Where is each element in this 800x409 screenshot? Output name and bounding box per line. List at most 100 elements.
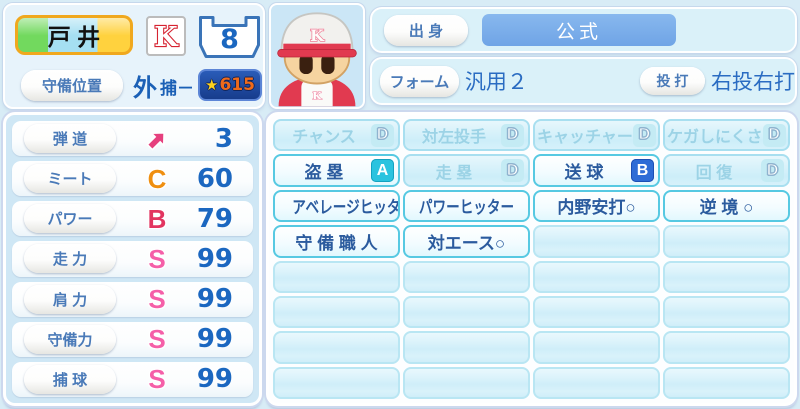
grade-d-badge: D bbox=[371, 123, 394, 147]
basic-stats-panel: 弾 道 3 ミート C 60 パワー B 79 走 力 S 99 肩 力 S bbox=[3, 112, 262, 406]
origin-value: 公式 bbox=[555, 21, 602, 43]
ability-cell-empty bbox=[403, 331, 530, 364]
grade-b-badge: B bbox=[631, 159, 654, 183]
ability-cell-throwing: 送 球 B bbox=[533, 154, 660, 187]
stat-label-pill: 走 力 bbox=[24, 244, 116, 274]
player-name-plate: 戸 井 bbox=[15, 15, 133, 55]
stat-row-contact: ミート C 60 bbox=[12, 161, 253, 197]
ability-cell-empty bbox=[533, 260, 660, 293]
ability-cell-empty bbox=[533, 331, 660, 364]
position-dash: － bbox=[177, 79, 194, 98]
ability-cell-empty bbox=[663, 295, 790, 329]
throw-bat-label-pill: 投 打 bbox=[639, 67, 705, 95]
avatar-cap-letter: K bbox=[310, 26, 325, 45]
stat-label-pill: パワー bbox=[24, 204, 116, 234]
ability-cell-empty bbox=[403, 260, 530, 293]
jersey-number-plate-icon: 8 bbox=[199, 16, 260, 58]
player-identity-card: 戸 井 K 8 守備位置 外 捕 － ★ 615 bbox=[3, 3, 265, 109]
ability-cell-catcher: キャッチャー D bbox=[533, 119, 660, 152]
stat-label-pill: 守備力 bbox=[24, 324, 116, 354]
stat-label-pill: 捕 球 bbox=[24, 364, 116, 394]
ability-cell-empty bbox=[273, 295, 400, 329]
ability-cell-stealing: 盗 塁 A bbox=[273, 154, 400, 187]
stat-value: 99 bbox=[196, 364, 233, 395]
ability-cell-vs-lefty: 対左投手 D bbox=[403, 119, 530, 152]
ability-cell-empty bbox=[533, 295, 660, 329]
position-label-pill: 守備位置 bbox=[21, 70, 123, 101]
form-label-pill: フォーム bbox=[380, 65, 459, 97]
special-ability-vs-ace: 対エース○ bbox=[403, 225, 530, 258]
ability-cell-empty bbox=[273, 366, 400, 399]
stat-value: 99 bbox=[196, 284, 233, 315]
grade-a-badge: A bbox=[371, 159, 394, 183]
abilities-panel: チャンス D 対左投手 D キャッチャー D ケガしにくさ D 盗 塁 A 走 … bbox=[266, 112, 797, 406]
origin-row: 出 身 公式 bbox=[370, 7, 797, 53]
stat-grade: S bbox=[148, 324, 166, 355]
grade-d-badge: D bbox=[762, 123, 786, 147]
ability-cell-empty bbox=[403, 366, 530, 399]
ability-cell-empty bbox=[663, 225, 790, 258]
ability-cell-empty bbox=[533, 366, 660, 399]
stat-value: 60 bbox=[196, 163, 233, 194]
stat-grade: S bbox=[148, 284, 166, 315]
ability-cell-empty bbox=[663, 331, 790, 364]
ability-cell-baserunning: 走 塁 D bbox=[403, 154, 530, 187]
stat-row-speed: 走 力 S 99 bbox=[12, 241, 253, 277]
ability-cell-empty bbox=[663, 366, 790, 399]
stat-grade: S bbox=[148, 364, 166, 395]
ability-cell-empty bbox=[273, 260, 400, 293]
stat-row-power: パワー B 79 bbox=[12, 201, 253, 237]
team-logo-badge: K bbox=[146, 16, 186, 56]
ability-cell-empty bbox=[533, 225, 660, 258]
player-avatar: K K bbox=[277, 12, 357, 107]
grade-d-badge: D bbox=[632, 123, 656, 147]
stat-value: 3 bbox=[214, 123, 233, 154]
svg-text:8: 8 bbox=[220, 24, 239, 55]
grade-d-badge: D bbox=[761, 159, 784, 183]
form-row: フォーム 汎用２ 投 打 右投右打 bbox=[370, 57, 797, 105]
star-icon: ★ bbox=[205, 77, 219, 94]
special-ability-clutch: 逆 境 ○ bbox=[663, 189, 790, 223]
stat-row-catching: 捕 球 S 99 bbox=[12, 361, 253, 397]
player-avatar-card: K K bbox=[269, 3, 365, 109]
ability-cell-empty bbox=[273, 331, 400, 364]
stat-value: 99 bbox=[196, 243, 233, 274]
jersey-number-badge: 8 bbox=[198, 15, 261, 59]
stat-grade: S bbox=[148, 243, 166, 274]
ability-cell-empty bbox=[663, 260, 790, 293]
origin-label-pill: 出 身 bbox=[384, 14, 468, 46]
position-main: 外 bbox=[133, 75, 157, 102]
stat-value: 99 bbox=[196, 324, 233, 355]
player-name: 戸 井 bbox=[47, 24, 101, 50]
team-logo-k-icon: K bbox=[153, 21, 180, 53]
svg-text:K: K bbox=[154, 22, 179, 53]
stat-row-fielding: 守備力 S 99 bbox=[12, 321, 253, 357]
star-rating-badge: ★ 615 bbox=[198, 69, 262, 101]
stat-grade: B bbox=[147, 203, 167, 234]
avatar-chest-letter: K bbox=[312, 91, 322, 103]
stat-row-arm: 肩 力 S 99 bbox=[12, 281, 253, 317]
special-ability-defense-expert: 守 備 職 人 bbox=[273, 225, 400, 258]
stat-row-trajectory: 弾 道 3 bbox=[12, 121, 253, 157]
ability-cell-empty bbox=[403, 295, 530, 329]
ability-cell-recovery: 回 復 D bbox=[663, 154, 790, 187]
special-ability-average-hitter: アベレージヒッター bbox=[273, 189, 400, 223]
ability-cell-durability: ケガしにくさ D bbox=[663, 119, 790, 152]
origin-value-box: 公式 bbox=[482, 14, 676, 46]
grade-d-badge: D bbox=[501, 159, 524, 183]
stat-label-pill: ミート bbox=[24, 164, 116, 194]
ability-cell-chance: チャンス D bbox=[273, 119, 400, 152]
form-value: 汎用２ bbox=[464, 71, 528, 94]
special-ability-power-hitter: パワーヒッター bbox=[403, 189, 530, 223]
star-rating-value: 615 bbox=[219, 75, 255, 95]
position-sub: 捕 bbox=[160, 79, 177, 98]
stat-label-pill: 肩 力 bbox=[24, 284, 116, 314]
grade-d-badge: D bbox=[501, 123, 524, 147]
special-ability-infield-hit: 内野安打○ bbox=[533, 189, 660, 223]
stat-grade: C bbox=[147, 163, 167, 194]
stat-value: 79 bbox=[196, 203, 233, 234]
stat-label-pill: 弾 道 bbox=[24, 124, 116, 154]
trajectory-arrow-icon bbox=[128, 125, 186, 153]
throw-bat-value: 右投右打 bbox=[711, 71, 795, 94]
